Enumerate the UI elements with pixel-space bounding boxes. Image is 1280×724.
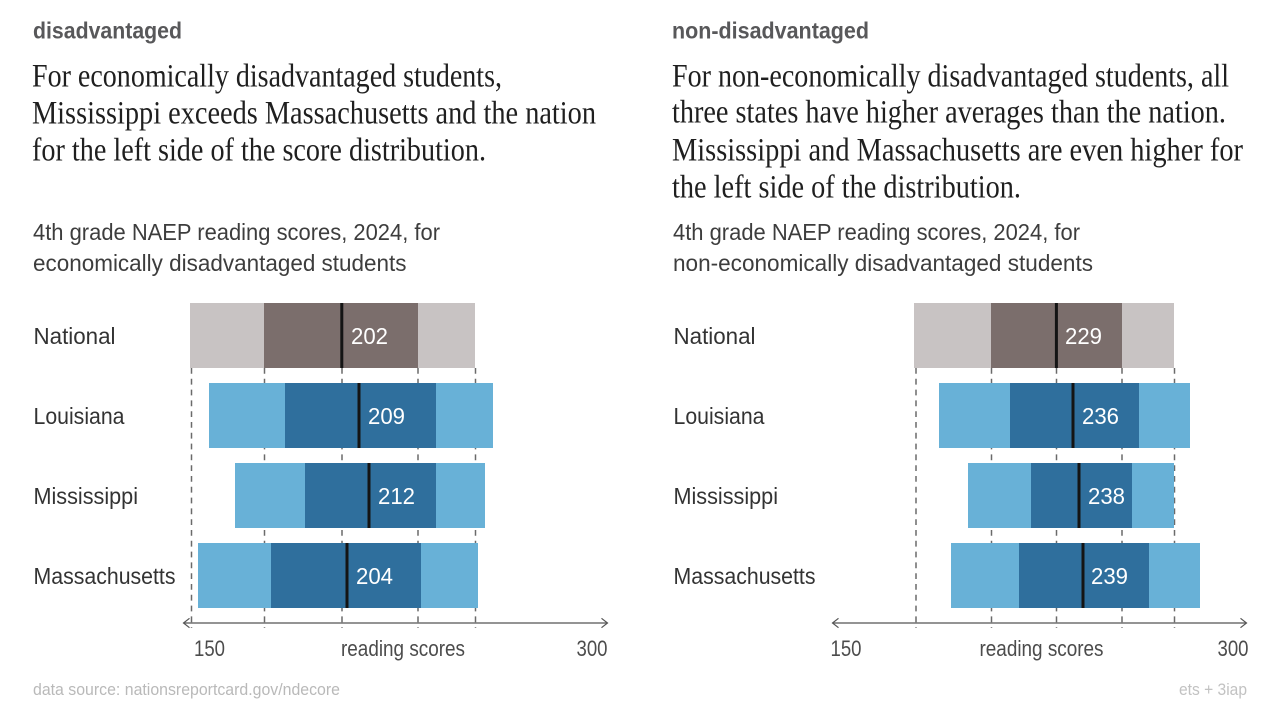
svg-text:National: National <box>34 323 116 349</box>
svg-text:Mississippi exceeds Massachuse: Mississippi exceeds Massachusetts and th… <box>32 96 596 132</box>
svg-text:the left side of the distribut: the left side of the distribution. <box>672 170 1021 206</box>
svg-text:150: 150 <box>831 636 862 661</box>
svg-text:239: 239 <box>1091 563 1128 589</box>
svg-text:236: 236 <box>1082 403 1119 429</box>
svg-text:disadvantaged: disadvantaged <box>33 18 182 44</box>
svg-text:Massachusetts: Massachusetts <box>34 563 176 589</box>
svg-text:ets + 3iap: ets + 3iap <box>1179 681 1247 699</box>
svg-text:300: 300 <box>1218 636 1249 661</box>
svg-text:202: 202 <box>351 323 388 349</box>
svg-text:209: 209 <box>368 403 405 429</box>
svg-text:For non-economically disadvant: For non-economically disadvantaged stude… <box>672 58 1229 94</box>
svg-text:Mississippi: Mississippi <box>34 483 139 509</box>
svg-text:reading scores: reading scores <box>980 636 1104 661</box>
svg-text:Mississippi and Massachusetts: Mississippi and Massachusetts are even h… <box>672 132 1243 168</box>
svg-text:300: 300 <box>577 636 608 661</box>
svg-text:4th grade NAEP reading scores,: 4th grade NAEP reading scores, 2024, for <box>33 219 440 245</box>
svg-text:204: 204 <box>356 563 393 589</box>
svg-text:229: 229 <box>1065 323 1102 349</box>
svg-text:non-disadvantaged: non-disadvantaged <box>672 18 869 44</box>
svg-text:4th grade NAEP reading scores,: 4th grade NAEP reading scores, 2024, for <box>673 219 1080 245</box>
svg-text:212: 212 <box>378 483 415 509</box>
svg-text:Louisiana: Louisiana <box>34 403 126 429</box>
svg-text:Louisiana: Louisiana <box>674 403 766 429</box>
svg-text:Massachusetts: Massachusetts <box>674 563 816 589</box>
svg-text:Mississippi: Mississippi <box>674 483 779 509</box>
svg-text:data source: nationsreportcard: data source: nationsreportcard.gov/ndeco… <box>33 681 340 699</box>
svg-text:for the left side of the score: for the left side of the score distribut… <box>32 132 486 168</box>
svg-text:For economically disadvantaged: For economically disadvantaged students, <box>32 58 502 94</box>
svg-text:economically disadvantaged stu: economically disadvantaged students <box>33 250 407 276</box>
svg-text:238: 238 <box>1088 483 1125 509</box>
svg-text:three states have higher avera: three states have higher averages than t… <box>672 95 1226 131</box>
svg-text:National: National <box>674 323 756 349</box>
svg-text:150: 150 <box>194 636 225 661</box>
svg-text:non-economically disadvantaged: non-economically disadvantaged students <box>673 250 1093 276</box>
svg-text:reading scores: reading scores <box>341 636 465 661</box>
